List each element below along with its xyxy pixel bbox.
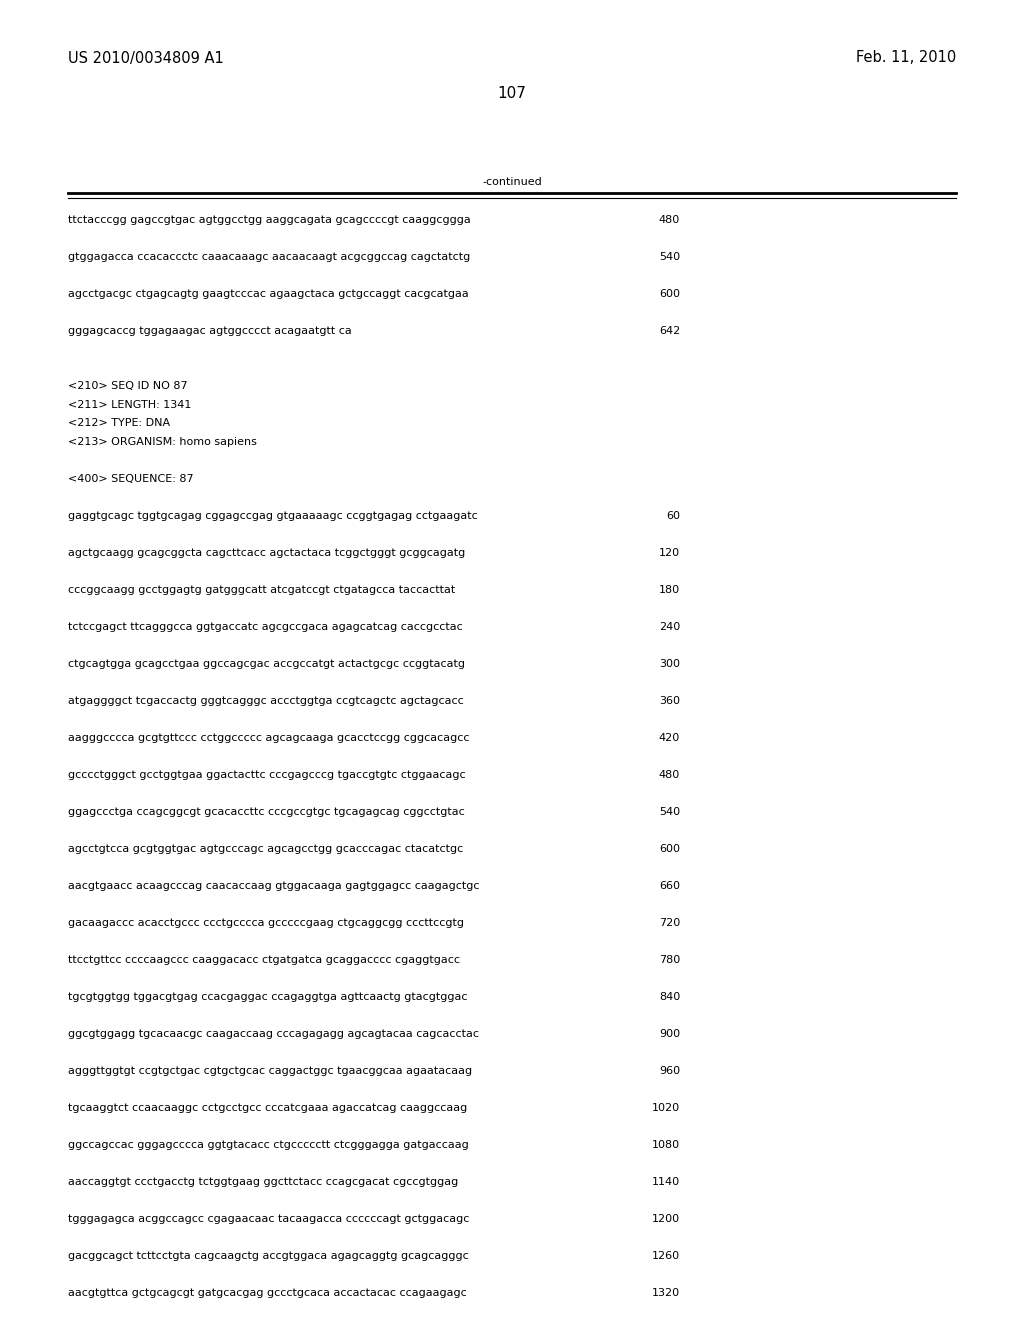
Text: tctccgagct ttcagggcca ggtgaccatc agcgccgaca agagcatcag caccgcctac: tctccgagct ttcagggcca ggtgaccatc agcgccg… xyxy=(68,622,463,632)
Text: ttcctgttcc ccccaagccc caaggacacc ctgatgatca gcaggacccc cgaggtgacc: ttcctgttcc ccccaagccc caaggacacc ctgatga… xyxy=(68,954,460,965)
Text: 360: 360 xyxy=(659,696,680,706)
Text: 107: 107 xyxy=(498,86,526,100)
Text: 660: 660 xyxy=(659,880,680,891)
Text: gaggtgcagc tggtgcagag cggagccgag gtgaaaaagc ccggtgagag cctgaagatc: gaggtgcagc tggtgcagag cggagccgag gtgaaaa… xyxy=(68,511,478,521)
Text: aacgtgaacc acaagcccag caacaccaag gtggacaaga gagtggagcc caagagctgc: aacgtgaacc acaagcccag caacaccaag gtggaca… xyxy=(68,880,479,891)
Text: 480: 480 xyxy=(658,770,680,780)
Text: <213> ORGANISM: homo sapiens: <213> ORGANISM: homo sapiens xyxy=(68,437,257,447)
Text: gacaagaccc acacctgccc ccctgcccca gcccccgaag ctgcaggcgg cccttccgtg: gacaagaccc acacctgccc ccctgcccca gcccccg… xyxy=(68,917,464,928)
Text: gggagcaccg tggagaagac agtggcccct acagaatgtt ca: gggagcaccg tggagaagac agtggcccct acagaat… xyxy=(68,326,352,337)
Text: 240: 240 xyxy=(658,622,680,632)
Text: agggttggtgt ccgtgctgac cgtgctgcac caggactggc tgaacggcaa agaatacaag: agggttggtgt ccgtgctgac cgtgctgcac caggac… xyxy=(68,1067,472,1076)
Text: 720: 720 xyxy=(658,917,680,928)
Text: atgaggggct tcgaccactg gggtcagggc accctggtga ccgtcagctc agctagcacc: atgaggggct tcgaccactg gggtcagggc accctgg… xyxy=(68,696,464,706)
Text: 1200: 1200 xyxy=(652,1214,680,1224)
Text: gacggcagct tcttcctgta cagcaagctg accgtggaca agagcaggtg gcagcagggc: gacggcagct tcttcctgta cagcaagctg accgtgg… xyxy=(68,1251,469,1261)
Text: tgcaaggtct ccaacaaggc cctgcctgcc cccatcgaaa agaccatcag caaggccaag: tgcaaggtct ccaacaaggc cctgcctgcc cccatcg… xyxy=(68,1104,467,1113)
Text: ttctacccgg gagccgtgac agtggcctgg aaggcagata gcagccccgt caaggcggga: ttctacccgg gagccgtgac agtggcctgg aaggcag… xyxy=(68,215,471,224)
Text: agcctgacgc ctgagcagtg gaagtcccac agaagctaca gctgccaggt cacgcatgaa: agcctgacgc ctgagcagtg gaagtcccac agaagct… xyxy=(68,289,469,300)
Text: US 2010/0034809 A1: US 2010/0034809 A1 xyxy=(68,50,224,66)
Text: 180: 180 xyxy=(658,585,680,595)
Text: aagggcccca gcgtgttccc cctggccccc agcagcaaga gcacctccgg cggcacagcc: aagggcccca gcgtgttccc cctggccccc agcagca… xyxy=(68,733,469,743)
Text: agcctgtcca gcgtggtgac agtgcccagc agcagcctgg gcacccagac ctacatctgc: agcctgtcca gcgtggtgac agtgcccagc agcagcc… xyxy=(68,843,463,854)
Text: 1140: 1140 xyxy=(652,1177,680,1187)
Text: 480: 480 xyxy=(658,215,680,224)
Text: 1020: 1020 xyxy=(652,1104,680,1113)
Text: ggccagccac gggagcccca ggtgtacacc ctgccccctt ctcgggagga gatgaccaag: ggccagccac gggagcccca ggtgtacacc ctgcccc… xyxy=(68,1140,469,1150)
Text: <211> LENGTH: 1341: <211> LENGTH: 1341 xyxy=(68,400,191,411)
Text: agctgcaagg gcagcggcta cagcttcacc agctactaca tcggctgggt gcggcagatg: agctgcaagg gcagcggcta cagcttcacc agctact… xyxy=(68,548,465,558)
Text: 840: 840 xyxy=(658,993,680,1002)
Text: 900: 900 xyxy=(658,1030,680,1039)
Text: <400> SEQUENCE: 87: <400> SEQUENCE: 87 xyxy=(68,474,194,484)
Text: 60: 60 xyxy=(666,511,680,521)
Text: 540: 540 xyxy=(658,807,680,817)
Text: 120: 120 xyxy=(658,548,680,558)
Text: 1320: 1320 xyxy=(652,1288,680,1298)
Text: <210> SEQ ID NO 87: <210> SEQ ID NO 87 xyxy=(68,381,187,392)
Text: 540: 540 xyxy=(658,252,680,261)
Text: 600: 600 xyxy=(659,289,680,300)
Text: ctgcagtgga gcagcctgaa ggccagcgac accgccatgt actactgcgc ccggtacatg: ctgcagtgga gcagcctgaa ggccagcgac accgcca… xyxy=(68,659,465,669)
Text: ggcgtggagg tgcacaacgc caagaccaag cccagagagg agcagtacaa cagcacctac: ggcgtggagg tgcacaacgc caagaccaag cccagag… xyxy=(68,1030,479,1039)
Text: gtggagacca ccacaccctc caaacaaagc aacaacaagt acgcggccag cagctatctg: gtggagacca ccacaccctc caaacaaagc aacaaca… xyxy=(68,252,470,261)
Text: ggagccctga ccagcggcgt gcacaccttc cccgccgtgc tgcagagcag cggcctgtac: ggagccctga ccagcggcgt gcacaccttc cccgccg… xyxy=(68,807,465,817)
Text: 600: 600 xyxy=(659,843,680,854)
Text: 780: 780 xyxy=(658,954,680,965)
Text: 1260: 1260 xyxy=(652,1251,680,1261)
Text: tgggagagca acggccagcc cgagaacaac tacaagacca ccccccagt gctggacagc: tgggagagca acggccagcc cgagaacaac tacaaga… xyxy=(68,1214,469,1224)
Text: 960: 960 xyxy=(658,1067,680,1076)
Text: tgcgtggtgg tggacgtgag ccacgaggac ccagaggtga agttcaactg gtacgtggac: tgcgtggtgg tggacgtgag ccacgaggac ccagagg… xyxy=(68,993,468,1002)
Text: 642: 642 xyxy=(658,326,680,337)
Text: gcccctgggct gcctggtgaa ggactacttc cccgagcccg tgaccgtgtc ctggaacagc: gcccctgggct gcctggtgaa ggactacttc cccgag… xyxy=(68,770,466,780)
Text: Feb. 11, 2010: Feb. 11, 2010 xyxy=(856,50,956,66)
Text: aaccaggtgt ccctgacctg tctggtgaag ggcttctacc ccagcgacat cgccgtggag: aaccaggtgt ccctgacctg tctggtgaag ggcttct… xyxy=(68,1177,459,1187)
Text: 420: 420 xyxy=(658,733,680,743)
Text: -continued: -continued xyxy=(482,177,542,187)
Text: aacgtgttca gctgcagcgt gatgcacgag gccctgcaca accactacac ccagaagagc: aacgtgttca gctgcagcgt gatgcacgag gccctgc… xyxy=(68,1288,467,1298)
Text: 300: 300 xyxy=(659,659,680,669)
Text: 1080: 1080 xyxy=(652,1140,680,1150)
Text: cccggcaagg gcctggagtg gatgggcatt atcgatccgt ctgatagcca taccacttat: cccggcaagg gcctggagtg gatgggcatt atcgatc… xyxy=(68,585,456,595)
Text: <212> TYPE: DNA: <212> TYPE: DNA xyxy=(68,418,170,429)
